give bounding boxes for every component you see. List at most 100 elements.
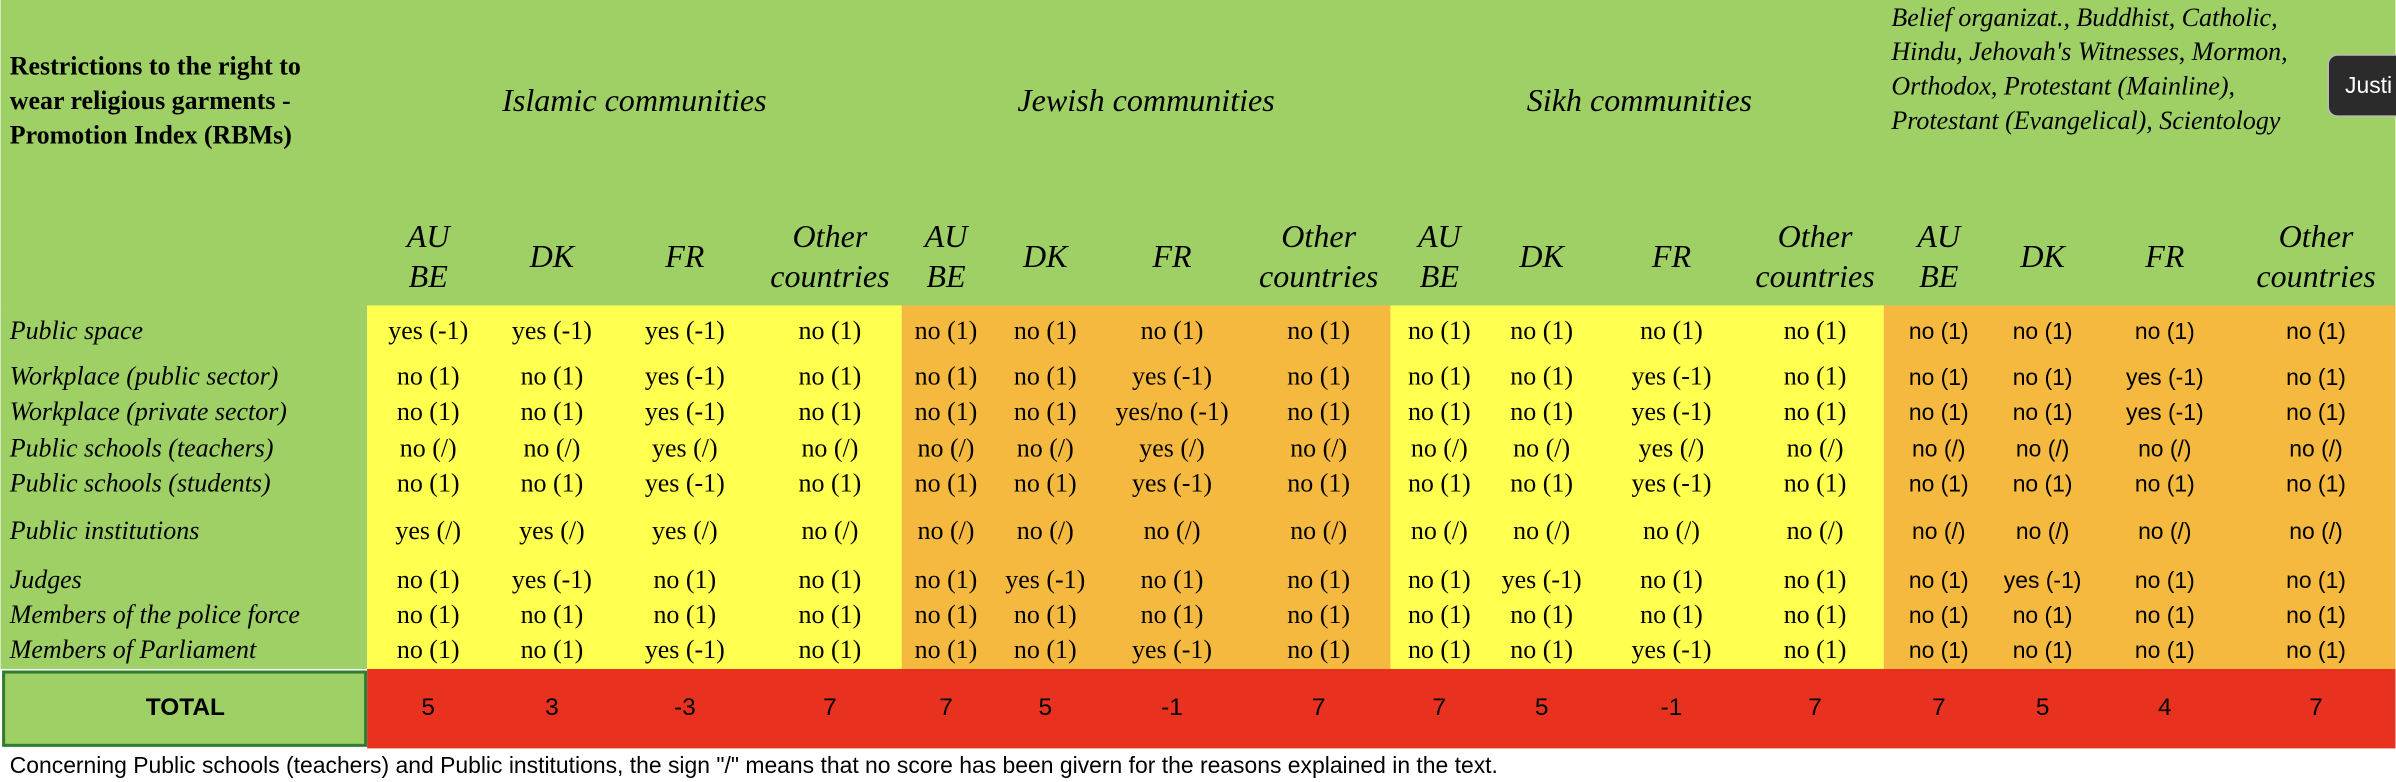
cell: no (1) (1014, 600, 1077, 629)
cell: no (/) (1290, 434, 1347, 463)
cell: no (1) (1287, 600, 1350, 629)
cell: no (1) (2286, 318, 2346, 344)
cell: yes/no (-1) (1115, 397, 1228, 426)
cell: no (/) (1787, 516, 1844, 545)
cell: no (1) (915, 362, 978, 391)
cell: no (1) (2013, 399, 2073, 425)
column-header: Other (2279, 218, 2354, 254)
row-label: Public schools (students) (9, 469, 271, 498)
cell: no (1) (799, 316, 862, 345)
cell: yes (/) (1139, 434, 1205, 463)
cell: no (1) (521, 600, 584, 629)
cell: yes (-1) (645, 362, 725, 391)
cell: no (1) (1784, 397, 1847, 426)
cell: no (/) (1017, 434, 1074, 463)
cell: no (1) (799, 397, 862, 426)
cell: no (/) (2138, 436, 2191, 462)
cell: yes (-1) (1631, 635, 1711, 664)
cell: no (1) (397, 397, 460, 426)
cell: no (1) (1287, 469, 1350, 498)
cell: yes (-1) (2004, 567, 2082, 593)
cell: no (1) (2135, 318, 2195, 344)
cell: no (1) (1909, 567, 1969, 593)
column-header: AU (1416, 218, 1463, 254)
group-header: Belief organizat., Buddhist, Catholic, (1891, 3, 2277, 32)
cell: yes (/) (652, 434, 718, 463)
group-header: Protestant (Evangelical), Scientology (1890, 106, 2280, 135)
total-background (367, 668, 2396, 749)
total-value: -1 (1661, 694, 1683, 721)
column-header: DK (1518, 238, 1565, 274)
cell: no (1) (1510, 362, 1573, 391)
cell: yes (-1) (1132, 469, 1212, 498)
group-background (901, 305, 1391, 669)
cell: no (1) (653, 600, 716, 629)
column-header: FR (1151, 238, 1192, 274)
row-label: Members of the police force (9, 600, 300, 629)
cell: no (1) (1408, 469, 1471, 498)
cell: no (1) (2135, 602, 2195, 628)
cell: yes (-1) (1631, 397, 1711, 426)
cell: no (1) (2013, 637, 2073, 663)
cell: no (1) (1408, 565, 1471, 594)
column-header: Other (1281, 218, 1356, 254)
cell: no (1) (1287, 316, 1350, 345)
cell: no (1) (1408, 635, 1471, 664)
cell: no (1) (1510, 316, 1573, 345)
cell: no (1) (397, 469, 460, 498)
group-header: Orthodox, Protestant (Mainline), (1891, 72, 2235, 101)
cell: no (1) (1909, 602, 1969, 628)
cell: no (/) (801, 434, 858, 463)
column-header: FR (1651, 238, 1692, 274)
cell: yes (-1) (1132, 362, 1212, 391)
column-header: BE (1919, 258, 1959, 294)
total-label: TOTAL (146, 694, 225, 721)
cell: no (/) (1643, 516, 1700, 545)
cell: yes (/) (395, 516, 461, 545)
cell: no (1) (1909, 637, 1969, 663)
cell: yes (-1) (1631, 469, 1711, 498)
cell: yes (-1) (645, 316, 725, 345)
cell: no (1) (915, 316, 978, 345)
row-label: Workplace (public sector) (10, 362, 279, 391)
cell: yes (/) (652, 516, 718, 545)
cell: no (1) (1640, 600, 1703, 629)
cell: no (1) (1784, 565, 1847, 594)
cell: no (1) (915, 600, 978, 629)
cell: no (1) (2013, 364, 2073, 390)
row-label: Judges (10, 565, 82, 594)
total-value: 4 (2158, 694, 2172, 721)
cell: no (1) (1784, 600, 1847, 629)
cell: no (1) (799, 469, 862, 498)
header-background (0, 0, 2396, 306)
cell: no (/) (2289, 436, 2342, 462)
cell: yes (-1) (1631, 362, 1711, 391)
total-value: 7 (939, 694, 953, 721)
cell: no (1) (521, 397, 584, 426)
group-background (1390, 305, 1884, 669)
cell: no (1) (1287, 397, 1350, 426)
column-header: countries (770, 258, 889, 294)
cell: no (1) (2286, 399, 2346, 425)
cell: yes (-1) (388, 316, 468, 345)
row-label: Public institutions (9, 516, 200, 545)
total-value: -3 (674, 694, 696, 721)
group-header: Hindu, Jehovah's Witnesses, Mormon, (1890, 37, 2287, 66)
cell: no (1) (1909, 399, 1969, 425)
cell: no (1) (2135, 471, 2195, 497)
cell: no (/) (918, 516, 975, 545)
column-header: DK (529, 238, 576, 274)
cell: no (1) (1287, 362, 1350, 391)
cell: no (/) (1513, 516, 1570, 545)
cell: no (1) (1014, 316, 1077, 345)
cell: no (1) (2286, 602, 2346, 628)
column-header: countries (1259, 258, 1378, 294)
column-header: DK (2019, 238, 2066, 274)
cell: no (1) (397, 362, 460, 391)
cell: yes (-1) (645, 397, 725, 426)
group-background (367, 305, 902, 669)
cell: no (1) (1640, 316, 1703, 345)
column-header: BE (926, 258, 966, 294)
cell: no (1) (2286, 567, 2346, 593)
